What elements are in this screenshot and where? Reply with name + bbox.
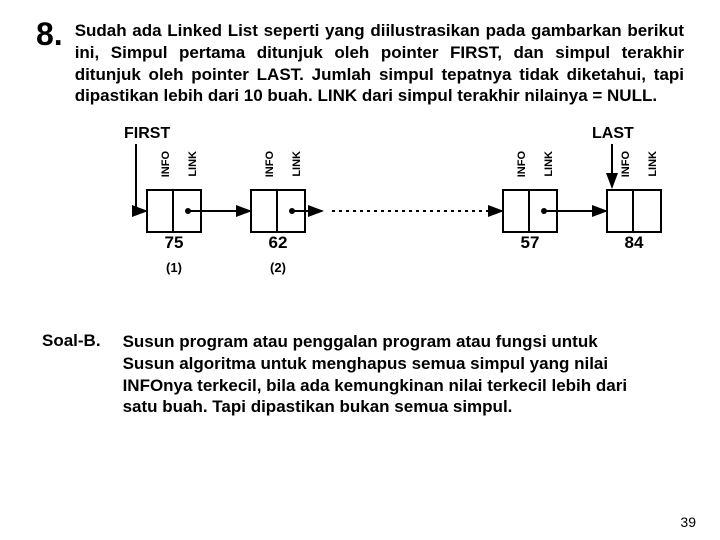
node-1: INFO LINK 75 (1) bbox=[146, 189, 202, 233]
info-label: INFO bbox=[620, 151, 632, 177]
link-label: LINK bbox=[187, 151, 199, 177]
node-4: INFO LINK 84 bbox=[606, 189, 662, 233]
info-label: INFO bbox=[264, 151, 276, 177]
soal-text: Susun program atau penggalan program ata… bbox=[123, 331, 643, 418]
first-pointer-label: FIRST bbox=[124, 125, 170, 143]
soal-label: Soal-B. bbox=[42, 331, 101, 351]
node-2: INFO LINK 62 (2) bbox=[250, 189, 306, 233]
question-text: Sudah ada Linked List seperti yang diilu… bbox=[75, 20, 684, 107]
info-label: INFO bbox=[516, 151, 528, 177]
node-value: 62 bbox=[252, 233, 304, 253]
linked-list-diagram: FIRST LAST INFO LINK 75 (1) INFO LINK 62… bbox=[64, 125, 704, 285]
node-index: (1) bbox=[148, 260, 200, 275]
link-label: LINK bbox=[291, 151, 303, 177]
link-label: LINK bbox=[647, 151, 659, 177]
question-number: 8. bbox=[36, 18, 63, 50]
info-label: INFO bbox=[160, 151, 172, 177]
node-3: INFO LINK 57 bbox=[502, 189, 558, 233]
node-value: 84 bbox=[608, 233, 660, 253]
node-index: (2) bbox=[252, 260, 304, 275]
link-label: LINK bbox=[543, 151, 555, 177]
node-value: 75 bbox=[148, 233, 200, 253]
last-pointer-label: LAST bbox=[592, 125, 634, 143]
node-value: 57 bbox=[504, 233, 556, 253]
page-number: 39 bbox=[680, 514, 696, 530]
